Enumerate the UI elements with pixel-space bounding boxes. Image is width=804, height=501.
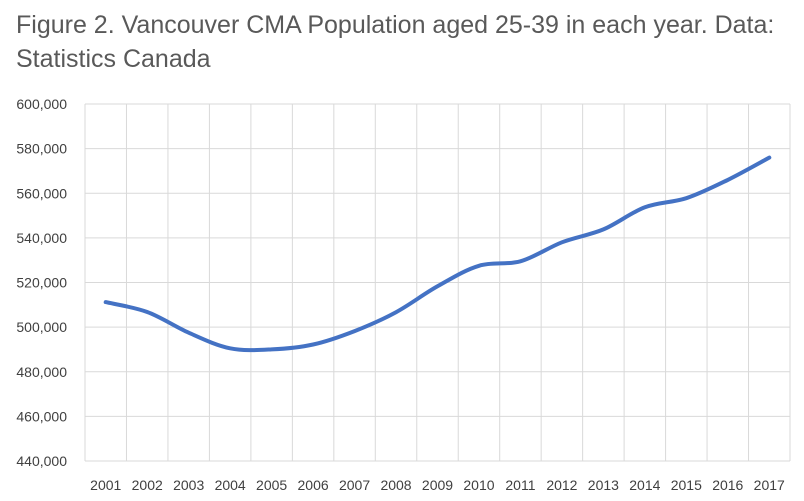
y-tick-label: 580,000 (16, 141, 67, 157)
y-tick-label: 500,000 (16, 319, 67, 335)
x-tick-label: 2016 (712, 477, 743, 493)
x-tick-label: 2012 (546, 477, 577, 493)
y-tick-label: 520,000 (16, 275, 67, 291)
y-tick-label: 560,000 (16, 185, 67, 201)
y-tick-label: 600,000 (16, 96, 67, 112)
series-group (103, 155, 772, 353)
y-axis-ticks: 440,000 460,000 480,000 500,000 520,000 540,0… (16, 96, 67, 469)
y-tick-label: 540,000 (16, 230, 67, 246)
x-tick-label: 2011 (505, 477, 535, 493)
y-tick-label: 480,000 (16, 364, 67, 380)
series-line (103, 155, 772, 353)
x-tick-label: 2013 (588, 477, 619, 493)
x-tick-label: 2010 (463, 477, 494, 493)
x-tick-label: 2002 (132, 477, 163, 493)
x-tick-label: 2007 (339, 477, 370, 493)
y-tick-label: 440,000 (16, 453, 67, 469)
gridlines (84, 103, 791, 462)
x-tick-label: 2004 (215, 477, 246, 493)
x-tick-label: 2015 (671, 477, 702, 493)
x-tick-label: 2006 (298, 477, 329, 493)
x-axis-ticks: 2001 2002 2003 2004 2005 2006 2007 2008 2009 2010… (90, 477, 785, 493)
x-tick-label: 2014 (629, 477, 660, 493)
chart-title: Figure 2. Vancouver CMA Population aged … (16, 11, 775, 73)
x-tick-label: 2005 (256, 477, 287, 493)
y-tick-label: 460,000 (16, 408, 67, 424)
x-tick-label: 2001 (90, 477, 121, 493)
x-tick-label: 2009 (422, 477, 453, 493)
x-tick-label: 2017 (754, 477, 785, 493)
x-tick-label: 2003 (173, 477, 204, 493)
x-tick-label: 2008 (380, 477, 411, 493)
